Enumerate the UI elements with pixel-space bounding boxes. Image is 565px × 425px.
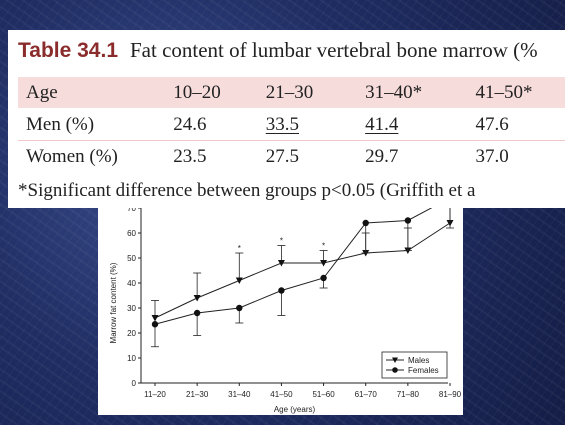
table-cell: 23.5 (165, 140, 258, 172)
data-point-males (151, 315, 159, 322)
data-point-females (151, 321, 159, 328)
table-cell: 33.5 (265, 113, 299, 135)
header-cell: 10–20 (165, 77, 258, 109)
table-cell: 24.6 (165, 108, 258, 141)
row-label: Women (%) (18, 140, 166, 172)
legend-marker (392, 357, 398, 363)
data-point-males (235, 277, 243, 284)
y-axis-label: Marrow fat content (%) (109, 262, 118, 343)
data-point-females (193, 309, 201, 317)
x-tick-label: 61–70 (355, 390, 378, 399)
y-tick-label: 10 (127, 354, 136, 363)
chart-panel: 0 10 20 30 40 50 60 70 11–20 21–30 31–40 41–50 51–60… (98, 208, 463, 415)
marrow-fat-chart: 0 10 20 30 40 50 60 70 11–20 21–30 31–40 41–50 51–60… (109, 208, 462, 414)
significance-marker: * (280, 237, 283, 246)
table-footnote: *Significant difference between groups p… (18, 180, 476, 201)
y-tick-label: 70 (127, 208, 136, 213)
fat-content-table: Age 10–20 21–30 31–40* 41–50* Men (%) 24… (18, 77, 565, 172)
table-cell: 27.5 (257, 140, 358, 172)
legend-label: Females (408, 366, 439, 375)
data-point-females (236, 304, 243, 312)
table-number: Table 34.1 (18, 39, 118, 62)
header-cell: 41–50* (467, 77, 565, 109)
significance-marker: * (322, 242, 325, 251)
x-tick-label: 51–60 (312, 390, 335, 399)
table-caption: Table 34.1 Fat content of lumbar vertebra… (18, 38, 538, 63)
legend-box (381, 351, 448, 379)
table-row-women: Women (%) 23.5 27.5 29.7 37.0 (18, 140, 565, 172)
header-cell: 31–40* (357, 77, 468, 109)
data-point-females (362, 219, 369, 227)
y-tick-label: 50 (127, 254, 136, 263)
table-header-row: Age 10–20 21–30 31–40* 41–50* (18, 77, 565, 109)
x-tick-label: 21–30 (186, 390, 209, 399)
table-panel: Table 34.1 Fat content of lumbar vertebra… (8, 30, 565, 208)
header-cell-age: Age (18, 77, 166, 109)
legend-label: Males (408, 356, 429, 365)
table-cell: 47.6 (467, 108, 565, 141)
data-point-males (320, 260, 328, 267)
data-point-males (277, 260, 285, 267)
legend-marker (392, 367, 398, 373)
row-label: Men (%) (18, 108, 166, 141)
y-tick-label: 40 (127, 279, 136, 288)
header-cell: 21–30 (257, 77, 358, 109)
table-row-men: Men (%) 24.6 33.5 41.4 47.6 (18, 108, 565, 141)
x-tick-label: 81–90 (439, 390, 462, 399)
table-cell: 41.4 (365, 113, 399, 135)
series-line-females (154, 208, 433, 325)
y-tick-label: 0 (132, 379, 137, 388)
x-tick-label: 11–20 (144, 390, 166, 399)
x-tick-label: 71–80 (397, 390, 420, 399)
data-point-females (320, 274, 327, 282)
data-point-females (404, 217, 412, 224)
table-cell: 29.7 (357, 140, 468, 172)
x-axis-label: Age (years) (274, 405, 316, 414)
y-tick-label: 20 (127, 329, 136, 338)
x-tick-label: 31–40 (228, 390, 251, 399)
series-line-males (154, 222, 451, 319)
x-tick-label: 41–50 (270, 390, 293, 399)
table-cell: 37.0 (467, 140, 565, 172)
data-point-females (278, 287, 285, 294)
data-point-males (193, 295, 201, 302)
y-tick-label: 30 (127, 304, 136, 313)
y-tick-label: 60 (127, 229, 136, 238)
table-title: Fat content of lumbar vertebral bone mar… (130, 38, 538, 62)
significance-marker: * (238, 244, 241, 253)
